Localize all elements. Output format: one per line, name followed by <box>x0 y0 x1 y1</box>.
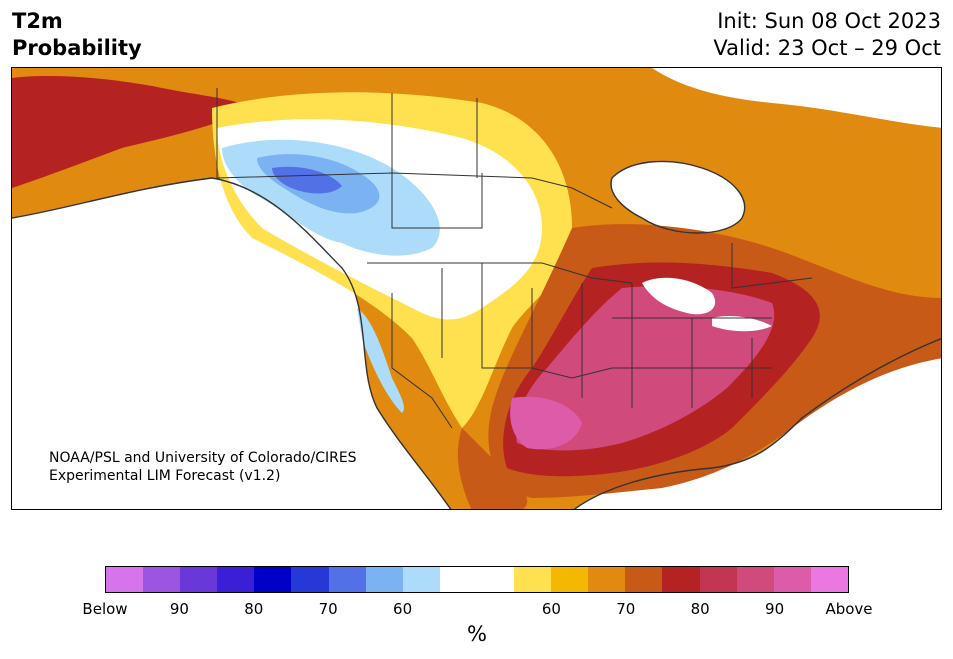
map-graphic <box>12 68 941 509</box>
west-coast-cold <box>357 308 404 413</box>
credit-line2: Experimental LIM Forecast (v1.2) <box>49 468 281 484</box>
colorbar-tick-label: 80 <box>690 600 710 618</box>
colorbar-cell <box>254 567 292 592</box>
probability-colorbar <box>105 566 849 593</box>
colorbar-tick-label: 90 <box>169 600 189 618</box>
colorbar-cell <box>476 567 515 592</box>
colorbar-cell <box>217 567 255 592</box>
hudson-bay <box>611 161 745 233</box>
cold-zone-dark <box>272 166 342 194</box>
forecast-map: NOAA/PSL and University of Colorado/CIRE… <box>11 67 942 510</box>
texas-peak <box>510 396 582 450</box>
colorbar-tick-label: 60 <box>393 600 413 618</box>
colorbar-cell <box>625 567 663 592</box>
colorbar-tick-label: 70 <box>318 600 338 618</box>
colorbar-cell <box>551 567 589 592</box>
atlantic-ocean <box>574 338 941 509</box>
colorbar-cell <box>514 567 552 592</box>
colorbar-cell <box>143 567 181 592</box>
product-label: Probability <box>12 36 142 60</box>
colorbar-cell <box>365 567 403 592</box>
great-lakes <box>642 277 716 315</box>
colorbar-tick-label: Below <box>82 600 128 618</box>
variable-label: T2m <box>12 9 63 33</box>
colorbar-cell <box>328 567 366 592</box>
colorbar-tick-label: 80 <box>244 600 264 618</box>
colorbar-cell <box>402 567 440 592</box>
colorbar-unit: % <box>467 622 487 646</box>
chart-title: T2m Probability <box>12 8 142 62</box>
valid-range: Valid: 23 Oct – 29 Oct <box>713 36 941 60</box>
coastlines <box>12 160 941 509</box>
colorbar-tick-label: Above <box>825 600 873 618</box>
mexico-region <box>457 428 528 509</box>
arctic-ocean <box>652 68 941 128</box>
pacific-ocean <box>12 178 451 509</box>
colorbar-cell <box>439 567 477 592</box>
alaska-anomaly <box>12 76 252 188</box>
colorbar-tick-label: 70 <box>616 600 636 618</box>
map-credit: NOAA/PSL and University of Colorado/CIRE… <box>49 449 357 485</box>
colorbar-cell <box>662 567 700 592</box>
lake-erie-ontario <box>712 315 772 332</box>
colorbar-cell <box>291 567 329 592</box>
credit-line1: NOAA/PSL and University of Colorado/CIRE… <box>49 450 357 466</box>
colorbar-cell <box>588 567 626 592</box>
colorbar-tick-label: 60 <box>541 600 561 618</box>
date-info: Init: Sun 08 Oct 2023 Valid: 23 Oct – 29… <box>713 8 941 62</box>
colorbar-cell <box>773 567 811 592</box>
political-borders <box>216 88 813 429</box>
colorbar-cell <box>699 567 737 592</box>
colorbar-cell <box>810 567 848 592</box>
colorbar-tick-label: 90 <box>765 600 785 618</box>
init-date: Init: Sun 08 Oct 2023 <box>717 9 941 33</box>
colorbar-cell <box>736 567 774 592</box>
colorbar-cell <box>106 567 144 592</box>
colorbar-cell <box>180 567 218 592</box>
